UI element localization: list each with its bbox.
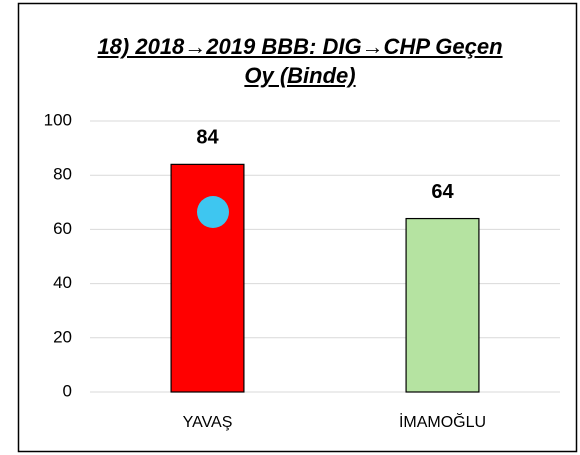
y-tick-label: 20 (53, 327, 72, 346)
y-tick-label: 100 (44, 110, 72, 129)
bar (405, 217, 480, 393)
y-tick-label: 0 (63, 381, 72, 400)
x-tick-label: YAVAŞ (183, 414, 233, 431)
value-label: 84 (196, 127, 219, 149)
value-label: 64 (431, 181, 454, 203)
marker-dot (197, 196, 229, 228)
y-tick-label: 40 (53, 273, 72, 292)
y-tick-label: 60 (53, 219, 72, 238)
y-tick-label: 80 (53, 165, 72, 184)
chart-frame (17, 2, 578, 453)
chart-title: 18) 2018→2019 BBB: DIG→CHP Geçen Oy (Bin… (97, 34, 503, 88)
x-tick-label: İMAMOĞLU (399, 412, 486, 431)
